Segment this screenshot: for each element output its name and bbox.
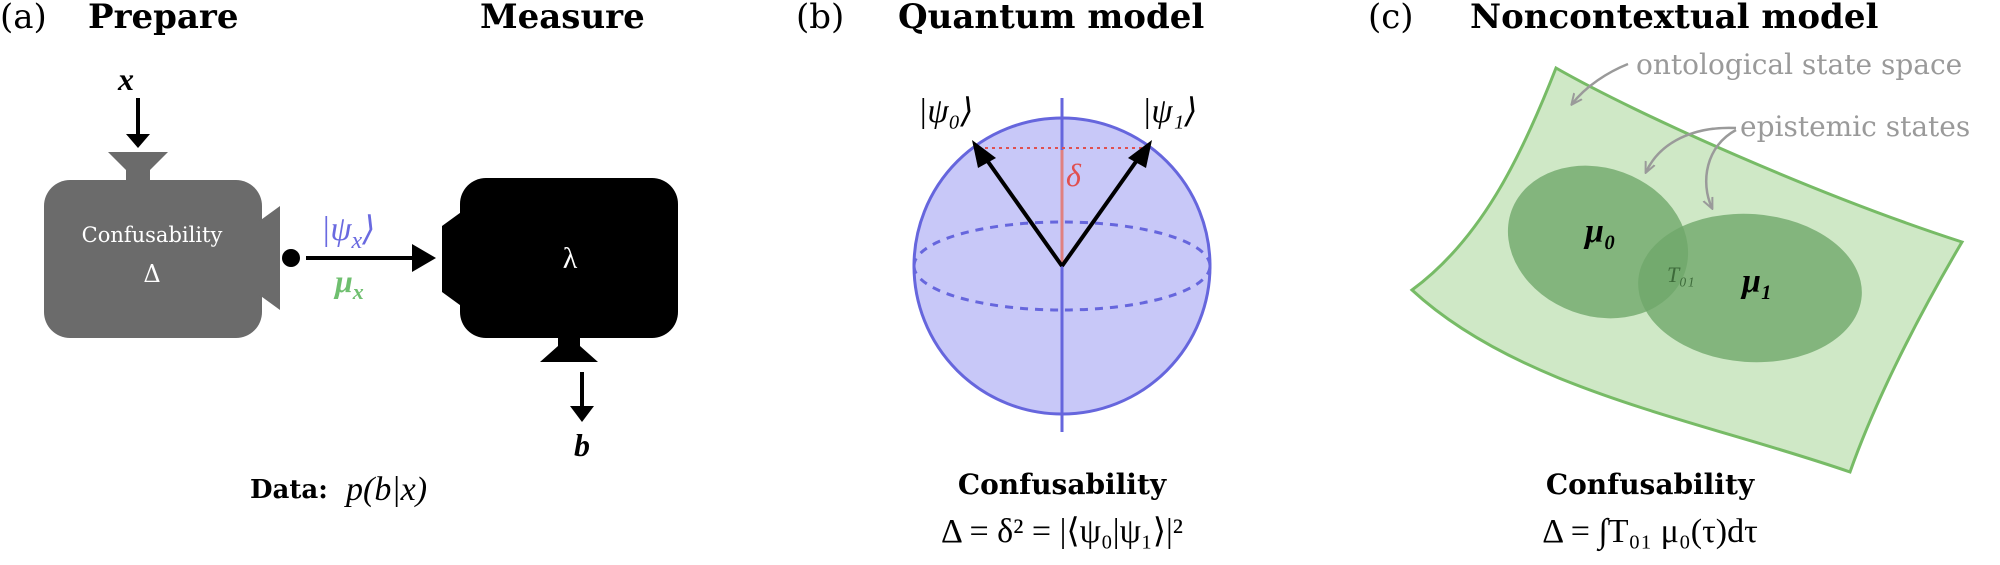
epistemic-pointer-mu1 <box>1706 128 1737 208</box>
measure-title: Measure <box>480 0 645 37</box>
panel-a: (a) Prepare Measure x Confusability Δ |ψ… <box>0 0 678 508</box>
data-formula: p(b|x) <box>344 471 427 508</box>
panel-c: (c) Noncontextual model μ₀ μ₁ T₀₁ ontolo… <box>1368 0 1970 552</box>
meas-body <box>460 178 678 338</box>
psi0-arrowhead <box>972 140 996 168</box>
output-b-label: b <box>574 427 590 463</box>
epistemic-pointer-mu0 <box>1646 126 1737 172</box>
dist-label: μx <box>333 263 364 304</box>
output-b-arrowhead <box>570 406 594 422</box>
measurement-device: λ <box>442 178 678 362</box>
panel-c-title: Noncontextual model <box>1470 0 1878 37</box>
transmission-arrowhead <box>412 244 436 272</box>
epistemic-label: epistemic states <box>1740 110 1970 143</box>
state-label: |ψx⟩ <box>321 211 375 254</box>
ontological-label: ontological state space <box>1636 48 1962 81</box>
prep-nozzle <box>258 206 280 310</box>
emission-dot <box>282 249 300 267</box>
panel-a-letter: (a) <box>0 0 47 37</box>
psi1-arrowhead <box>1128 140 1152 168</box>
mu1-label: μ₁ <box>1740 263 1773 300</box>
meas-knob <box>540 336 598 362</box>
prep-knob <box>108 152 168 182</box>
ket-psi1: |ψ₁⟩ <box>1142 93 1198 130</box>
input-x-arrowhead <box>126 134 150 148</box>
meas-device-symbol: λ <box>563 242 578 275</box>
panel-b: (b) Quantum model |ψ₀⟩ |ψ₁⟩ δ Confusabil… <box>796 0 1212 550</box>
mu0-label: μ₀ <box>1583 213 1616 250</box>
overlap-label: T₀₁ <box>1667 262 1695 287</box>
psi0-vector <box>982 154 1064 268</box>
data-label: Data: <box>250 475 328 505</box>
panel-c-caption-title: Confusability <box>1546 468 1755 501</box>
preparation-device: Confusability Δ <box>44 152 280 338</box>
epistemic-state-mu1 <box>1638 213 1862 363</box>
prep-device-symbol: Δ <box>143 260 160 288</box>
prep-device-label: Confusability <box>82 223 223 247</box>
meas-nozzle <box>442 210 464 308</box>
panel-b-letter: (b) <box>796 0 844 37</box>
panel-b-title: Quantum model <box>898 0 1204 37</box>
prepare-title: Prepare <box>88 0 238 37</box>
prep-body <box>44 180 262 338</box>
ontological-pointer <box>1572 62 1629 104</box>
panel-b-caption-title: Confusability <box>958 468 1167 501</box>
psi1-vector <box>1060 154 1142 268</box>
panel-c-letter: (c) <box>1368 0 1414 37</box>
ket-psi0: |ψ₀⟩ <box>918 93 974 130</box>
panel-b-caption-formula: Δ = δ² = |⟨ψ₀|ψ₁⟩|² <box>941 513 1183 550</box>
input-x-label: x <box>117 61 134 97</box>
panel-c-caption-formula: Δ = ∫T₀₁ μ₀(τ)dτ <box>1542 513 1758 552</box>
delta-label: δ <box>1066 157 1082 193</box>
